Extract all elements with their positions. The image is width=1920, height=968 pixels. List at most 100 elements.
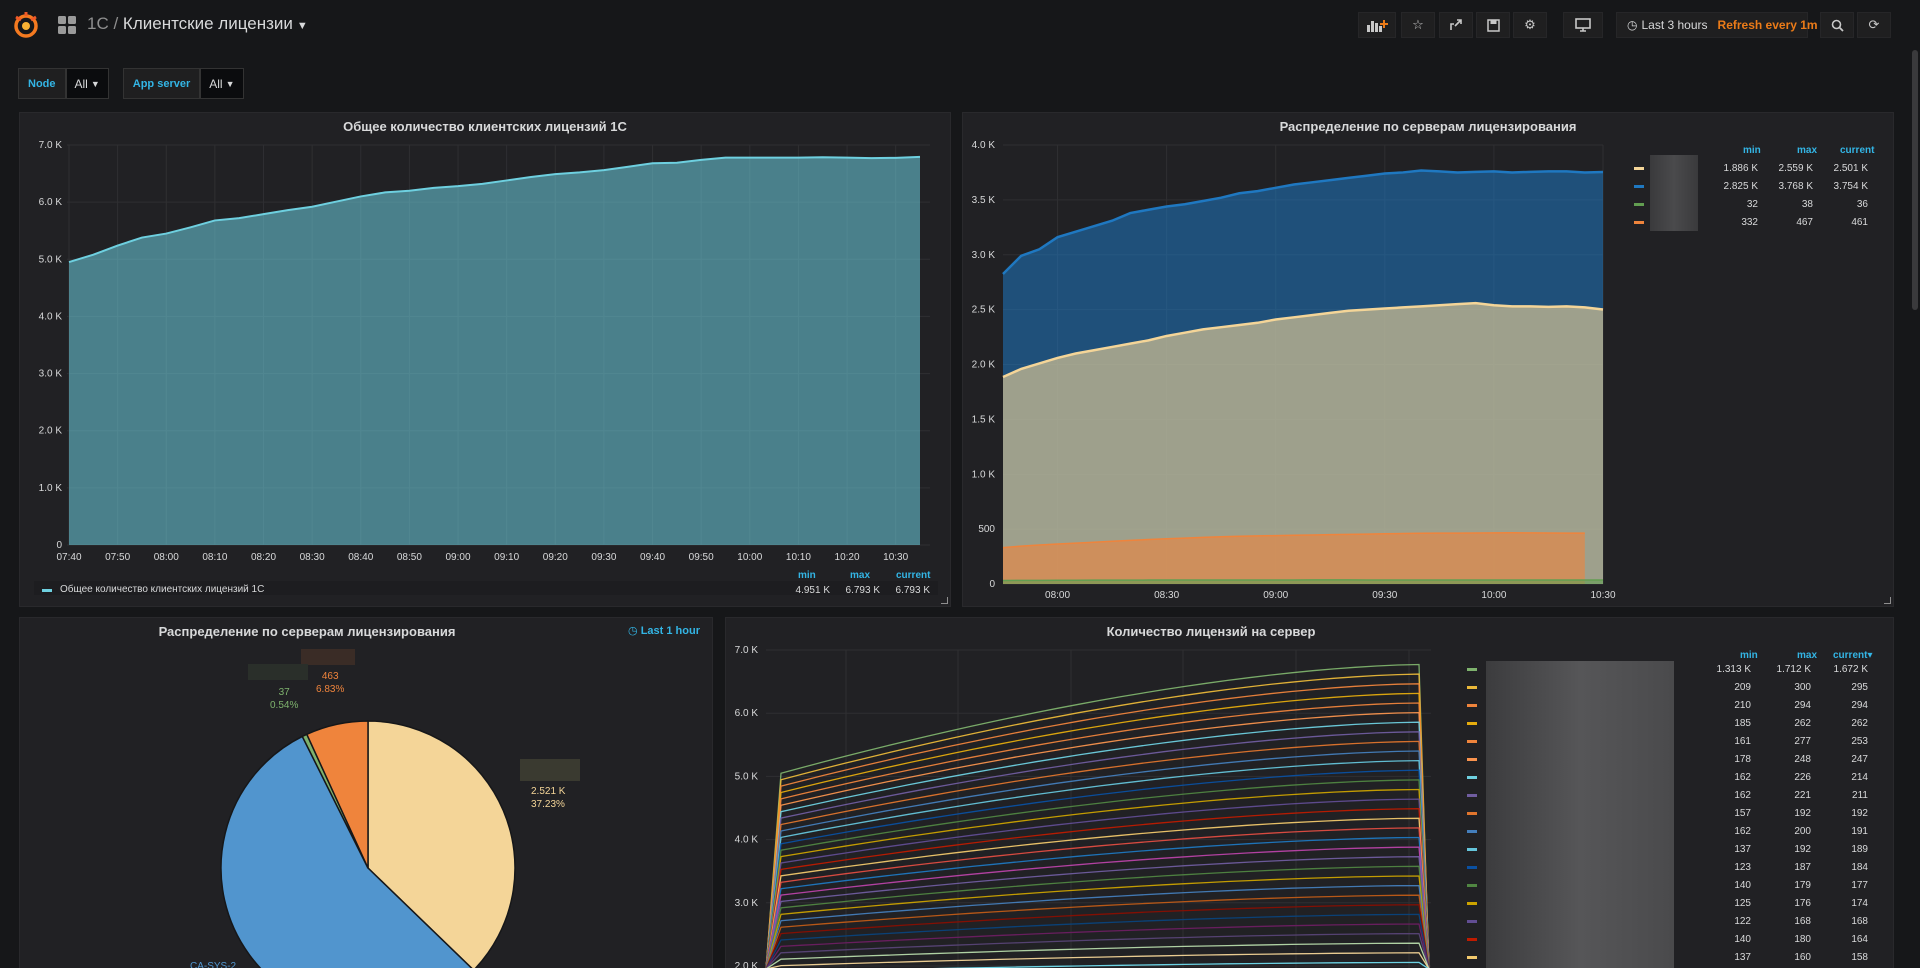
dashboard-breadcrumb[interactable]: 1C / Клиентские лицензии ▼	[87, 14, 308, 34]
y-tick-label: 2.0 K	[39, 426, 63, 437]
license-servers-pie-chart[interactable]	[20, 618, 713, 968]
zoom-out-button[interactable]	[1820, 12, 1854, 38]
legend-color-swatch[interactable]	[1634, 167, 1644, 170]
time-range-label: Last 3 hours	[1641, 18, 1708, 32]
pie-value: 463	[321, 671, 339, 682]
legend-min: 209	[1734, 682, 1751, 693]
x-tick-label: 10:30	[883, 552, 908, 563]
legend-color-swatch[interactable]	[1467, 740, 1477, 743]
legend-min: 162	[1734, 772, 1751, 783]
settings-button[interactable]: ⚙	[1513, 12, 1547, 38]
pie-slice	[305, 720, 369, 869]
legend-color-swatch[interactable]	[1467, 668, 1477, 671]
folder-name[interactable]: 1C /	[87, 14, 119, 33]
node-variable-select[interactable]: All ▼	[65, 68, 109, 99]
time-override-badge[interactable]: ◷ Last 1 hour	[628, 624, 700, 637]
y-tick-label: 500	[978, 524, 995, 535]
series-line	[765, 663, 1430, 968]
share-button[interactable]	[1439, 12, 1473, 38]
legend-color-swatch[interactable]	[1467, 758, 1477, 761]
legend-header-min[interactable]: min	[798, 570, 816, 581]
legend-current: 36	[1856, 199, 1868, 210]
legend-current: 262	[1851, 718, 1868, 729]
legend-color-swatch[interactable]	[1467, 866, 1477, 869]
legend-max: 192	[1794, 808, 1811, 819]
dashboard-grid-icon[interactable]	[57, 15, 77, 35]
page-scrollbar[interactable]	[1912, 50, 1918, 310]
legend-header-min[interactable]: min	[1740, 650, 1758, 661]
series-line	[1002, 531, 1585, 549]
dashboard-title[interactable]: Клиентские лицензии	[122, 14, 293, 33]
legend-max: 180	[1794, 934, 1811, 945]
y-tick-label: 4.0 K	[39, 311, 63, 322]
x-tick-label: 08:20	[251, 552, 276, 563]
legend-color-swatch[interactable]	[1467, 848, 1477, 851]
legend-color-swatch[interactable]	[1467, 704, 1477, 707]
legend-color-swatch[interactable]	[1467, 722, 1477, 725]
app-server-variable-select[interactable]: All ▼	[200, 68, 244, 99]
legend-header-min[interactable]: min	[1743, 145, 1761, 156]
legend-color-swatch[interactable]	[1467, 902, 1477, 905]
series-area	[1003, 532, 1585, 584]
legend-min: 122	[1734, 916, 1751, 927]
legend-max: 168	[1794, 916, 1811, 927]
zoom-out-icon	[1831, 19, 1844, 32]
legend-color-swatch[interactable]	[1634, 203, 1644, 206]
panel-resize-handle[interactable]	[1884, 597, 1891, 604]
legend-series-name[interactable]: Общее количество клиентских лицензий 1C	[60, 584, 265, 595]
legend-header-max[interactable]: max	[1797, 145, 1818, 156]
time-picker-button[interactable]: ◷ Last 3 hours Refresh every 1m	[1616, 12, 1818, 38]
total-licenses-chart[interactable]: 0 1.0 K 2.0 K 3.0 K 4.0 K 5.0 K 6.0 K 7.0 K 07:4…	[20, 113, 951, 607]
x-tick-label: 09:10	[494, 552, 519, 563]
legend-max: 1.712 K	[1776, 664, 1811, 675]
series-line	[1002, 169, 1604, 275]
legend-row	[34, 581, 938, 595]
legend-color-swatch[interactable]	[1467, 920, 1477, 923]
grafana-logo-icon[interactable]	[12, 11, 40, 39]
license-servers-stacked-chart[interactable]: 0 500 1.0 K 1.5 K 2.0 K 2.5 K 3.0 K 3.5 K 4.0 K 0…	[963, 113, 1894, 607]
redacted-series-names	[1486, 661, 1674, 968]
legend-color-swatch[interactable]	[1467, 794, 1477, 797]
refresh-button[interactable]: ⟳	[1857, 12, 1891, 38]
panel-title[interactable]: Общее количество клиентских лицензий 1C	[343, 119, 627, 134]
legend-color-swatch[interactable]	[1467, 830, 1477, 833]
legend-header-current[interactable]: current	[896, 570, 931, 581]
legend-header-current[interactable]: current	[1840, 145, 1875, 156]
x-tick-label: 09:40	[640, 552, 665, 563]
legend-color-swatch[interactable]	[1467, 776, 1477, 779]
panel-resize-handle[interactable]	[941, 597, 948, 604]
legend-header-current[interactable]: current▾	[1833, 650, 1873, 661]
x-tick-label: 07:40	[56, 552, 81, 563]
legend-color-swatch[interactable]	[1467, 812, 1477, 815]
caret-down-icon[interactable]: ▼	[296, 20, 308, 32]
licenses-per-server-chart[interactable]: 2.0 K 3.0 K 4.0 K 5.0 K 6.0 K 7.0 K	[726, 618, 1894, 968]
series-line	[68, 155, 921, 264]
panel-title[interactable]: Распределение по серверам лицензирования	[1279, 119, 1577, 134]
legend-max: 38	[1801, 199, 1813, 210]
legend-current: 253	[1851, 736, 1868, 747]
legend-color-swatch[interactable]	[1467, 884, 1477, 887]
series-line	[765, 798, 1430, 968]
legend-color-swatch[interactable]	[1467, 686, 1477, 689]
clock-icon: ◷	[628, 625, 641, 637]
legend-min: 4.951 K	[795, 585, 830, 596]
panel-title[interactable]: Количество лицензий на сервер	[1106, 624, 1316, 639]
star-button[interactable]: ☆	[1401, 12, 1435, 38]
series-line	[765, 865, 1430, 968]
legend-header-max[interactable]: max	[850, 570, 871, 581]
add-panel-button[interactable]	[1358, 12, 1396, 38]
legend-current: 6.793 K	[895, 585, 930, 596]
legend-color-swatch[interactable]	[1634, 221, 1644, 224]
legend-color-swatch[interactable]	[1634, 185, 1644, 188]
legend-color-swatch[interactable]	[42, 589, 52, 592]
legend-max: 6.793 K	[845, 585, 880, 596]
x-tick-label: 07:50	[105, 552, 130, 563]
save-button[interactable]	[1476, 12, 1510, 38]
legend-header-max[interactable]: max	[1797, 650, 1818, 661]
legend-color-swatch[interactable]	[1467, 938, 1477, 941]
legend-color-swatch[interactable]	[1467, 956, 1477, 959]
tv-mode-button[interactable]	[1563, 12, 1603, 38]
panel-title[interactable]: Распределение по серверам лицензирования	[158, 624, 456, 639]
node-variable-label: Node	[18, 68, 66, 99]
x-tick-label: 08:30	[300, 552, 325, 563]
